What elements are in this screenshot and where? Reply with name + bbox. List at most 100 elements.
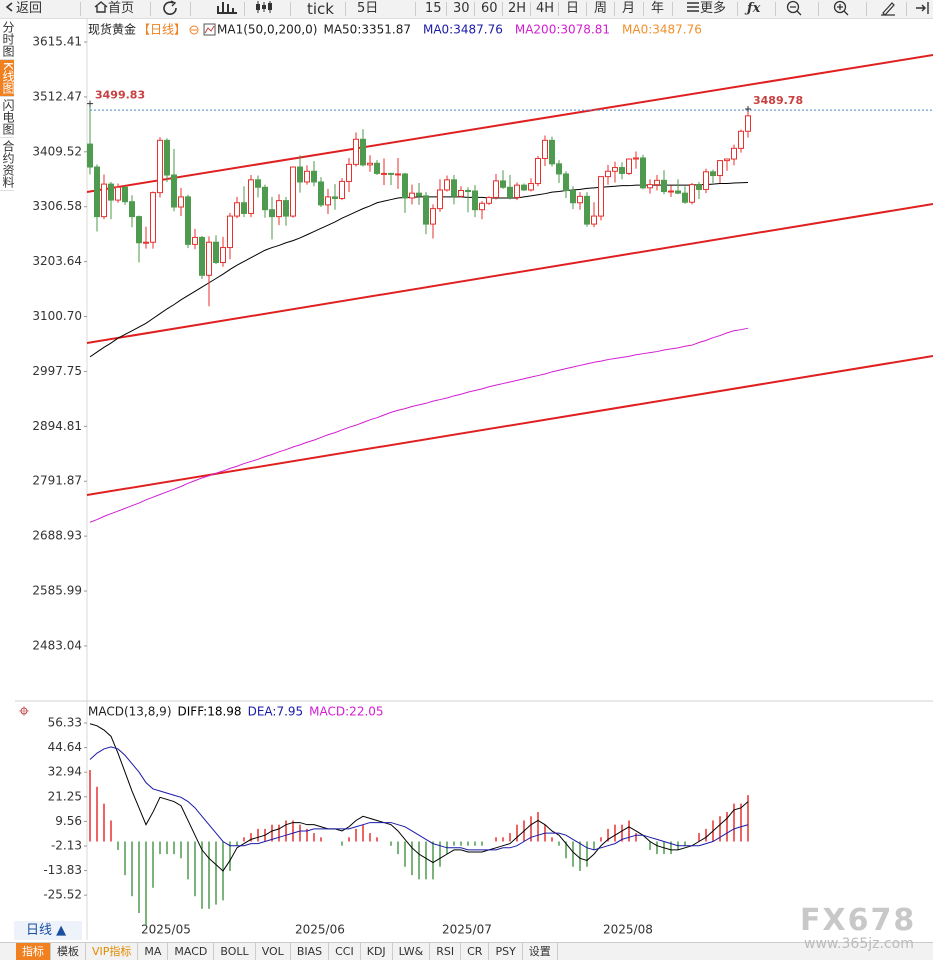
period-button[interactable]: 年	[651, 1, 665, 16]
y-tick-label: 2997.75	[32, 364, 82, 378]
x-tick-label: 2025/06	[295, 923, 345, 937]
chart-title: 现货黄金	[88, 22, 136, 37]
y-tick-label: -25.52	[43, 888, 82, 902]
indicator-tab[interactable]: BIAS	[291, 943, 330, 960]
refresh-icon	[163, 0, 177, 15]
chart-title: MACD(13,8,9)	[88, 705, 172, 719]
candle-body	[444, 179, 450, 191]
indicator-tab[interactable]: 设置	[523, 943, 558, 960]
x-tick-label: 2025/07	[442, 923, 492, 937]
candle-body	[528, 183, 534, 191]
indicator-tab[interactable]: VOL	[256, 943, 291, 960]
indicator-tab[interactable]: 模板	[51, 943, 86, 960]
candle-body	[395, 173, 401, 176]
period-selector[interactable]: 日线 ▲	[14, 921, 82, 940]
separator	[190, 2, 191, 16]
candle-body	[339, 180, 345, 199]
candle-body	[199, 236, 205, 276]
exit-icon	[916, 2, 929, 14]
legend-entry: DEA:7.95	[248, 705, 304, 719]
y-tick-label: 3409.52	[32, 144, 82, 158]
period-button[interactable]: 2H	[508, 1, 527, 16]
sidebar-tab[interactable]: 分时图	[0, 19, 15, 60]
tick-button[interactable]: tick	[307, 0, 334, 18]
exit-button[interactable]	[914, 0, 930, 18]
period-button[interactable]: 4H	[536, 1, 555, 16]
candle-body	[381, 172, 387, 175]
candle-body	[290, 166, 296, 217]
candle-body	[430, 208, 436, 225]
indicator-tab[interactable]: RSI	[430, 943, 462, 960]
y-tick-label: 3512.47	[32, 89, 82, 103]
candle-body	[535, 157, 541, 185]
indicator-tab[interactable]: KDJ	[361, 943, 393, 960]
candle-button[interactable]	[254, 0, 274, 18]
candle-body	[612, 167, 618, 172]
trendline	[86, 202, 933, 345]
macd-line	[89, 746, 749, 851]
zoom-in-button[interactable]	[833, 0, 849, 18]
trendline	[86, 354, 933, 497]
indicator-tab[interactable]: CCI	[329, 943, 361, 960]
candle-body	[346, 163, 352, 182]
zoom-out-icon	[786, 0, 802, 16]
home-button[interactable]: 首页	[94, 0, 134, 18]
sidebar-tab[interactable]: K线图	[0, 60, 15, 97]
high-label: 3489.78	[753, 94, 803, 107]
separator	[474, 2, 475, 16]
refresh-button[interactable]	[162, 0, 180, 18]
indicator-tab[interactable]: MA	[138, 943, 169, 960]
indicator-tab[interactable]: LW&	[393, 943, 431, 960]
candle-body	[521, 184, 527, 191]
indicator-tab[interactable]: PSY	[489, 943, 523, 960]
indicator-tab[interactable]: BOLL	[214, 943, 256, 960]
draw-button[interactable]	[880, 0, 896, 18]
candle-body	[353, 138, 359, 165]
back-button[interactable]: 返回	[4, 0, 42, 18]
sidebar-tab[interactable]: 合约资料	[0, 138, 15, 191]
separator	[446, 2, 447, 16]
period-button[interactable]: 5日	[357, 1, 379, 16]
y-tick-label: 2483.04	[32, 638, 82, 652]
candle-body	[178, 196, 184, 208]
candle-body	[493, 180, 499, 198]
watermark: FX678 www.365jz.com	[800, 905, 916, 952]
candle-body	[682, 192, 688, 203]
bars-button[interactable]	[216, 0, 238, 18]
y-tick-label: -2.13	[51, 838, 82, 852]
separator	[643, 2, 644, 16]
more-button[interactable]: 更多	[686, 0, 726, 18]
sidebar: 分时图 K线图 闪电图 合约资料	[0, 19, 15, 249]
indicator-tabs: 指标 模板 VIP指标 MA MACD BOLL VOL BIAS CCI KDJ LW& RSI CR…	[0, 942, 933, 960]
candle-body	[332, 196, 338, 199]
candle-body	[745, 115, 751, 132]
period-button[interactable]: 月	[622, 1, 636, 16]
separator	[775, 2, 776, 16]
indicator-tab[interactable]: VIP指标	[86, 943, 139, 960]
period-button[interactable]: 日	[566, 1, 580, 16]
high-label: 3499.83	[95, 89, 145, 102]
indicator-tab[interactable]: 指标	[16, 943, 51, 960]
watermark-url: www.365jz.com	[804, 936, 914, 952]
legend-icon	[204, 25, 215, 34]
candle-body	[276, 200, 282, 218]
period-button[interactable]: 周	[594, 1, 608, 16]
formula-button[interactable]: ƒx	[747, 1, 761, 16]
sidebar-tab[interactable]: 闪电图	[0, 97, 15, 138]
legend-entry: MA50:3351.87	[323, 23, 411, 37]
candle-body	[150, 192, 156, 243]
period-button[interactable]: 60	[481, 1, 498, 16]
candle-body	[283, 200, 289, 217]
candle-body	[465, 189, 471, 192]
zoom-out-button[interactable]	[786, 0, 802, 18]
candle-body	[360, 138, 366, 166]
indicator-tab[interactable]: MACD	[168, 943, 215, 960]
indicator-tab[interactable]: CR	[461, 943, 490, 960]
candle-body	[269, 209, 275, 218]
period-button[interactable]: 15	[425, 1, 442, 16]
period-button[interactable]: 30	[453, 1, 470, 16]
separator	[672, 2, 673, 16]
candle-body	[248, 179, 254, 214]
y-tick-label: 44.64	[48, 740, 82, 754]
